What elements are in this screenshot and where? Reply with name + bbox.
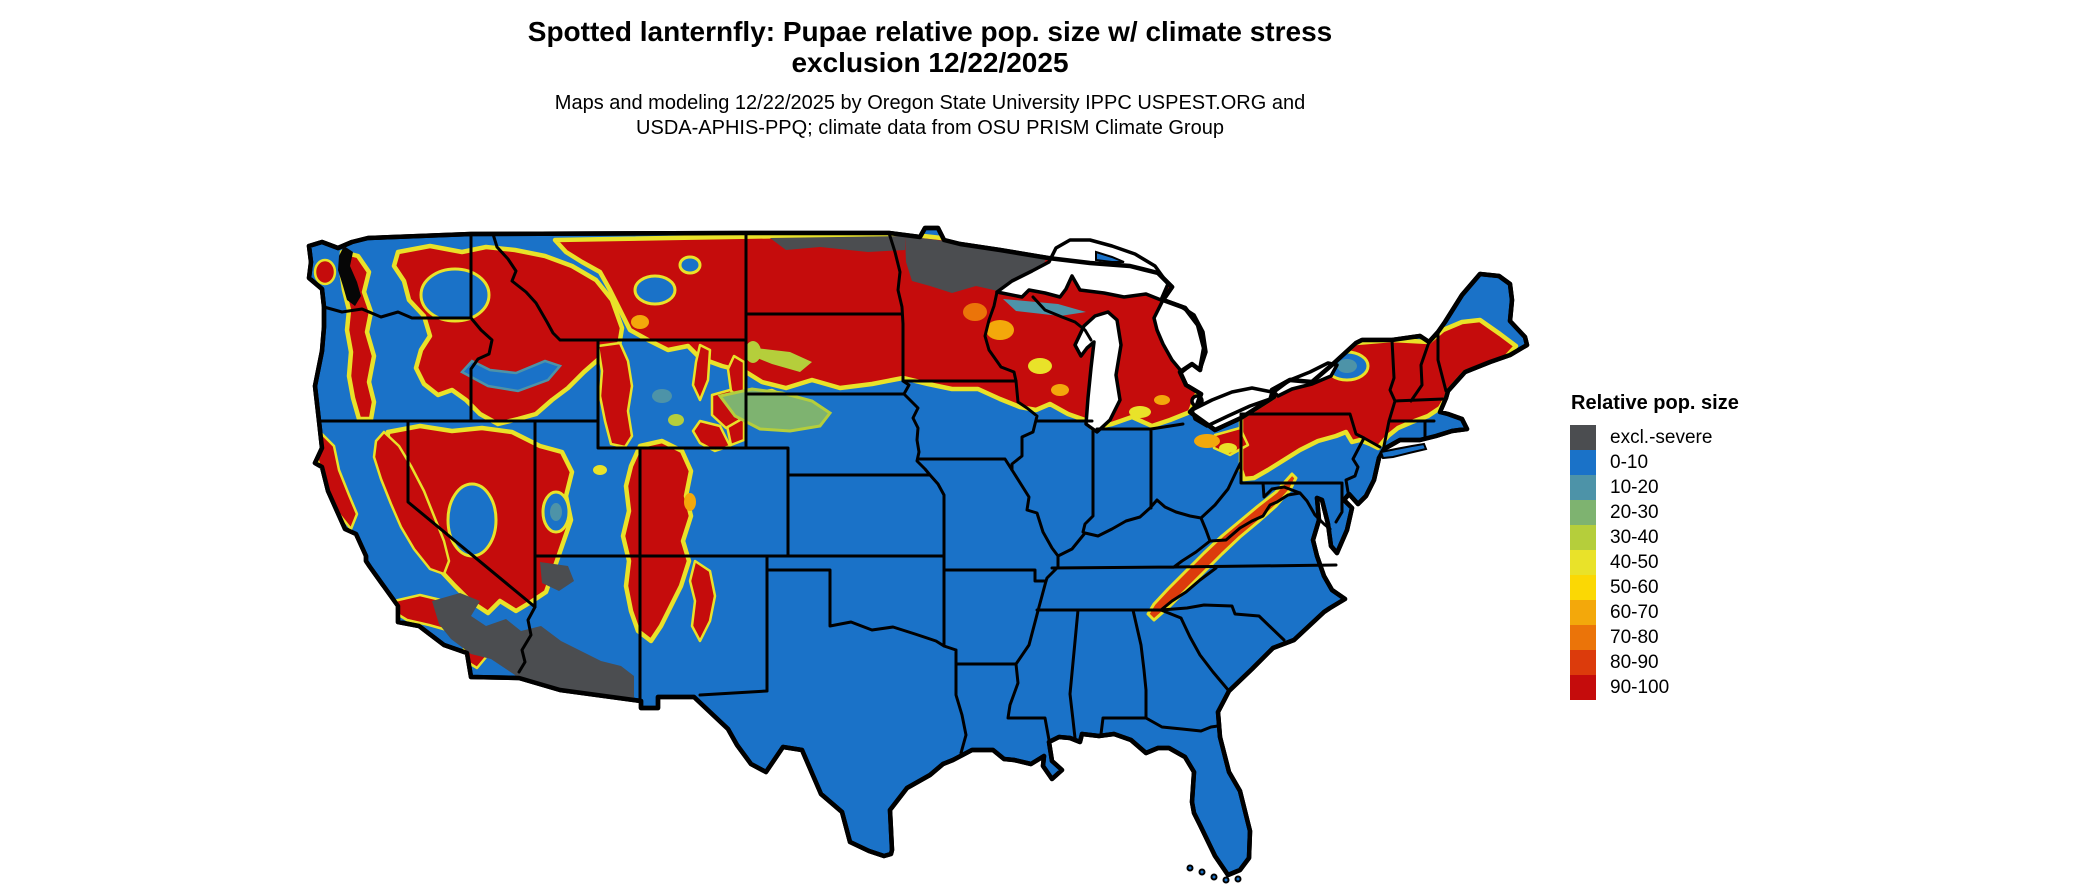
raster-green-wyoming: [668, 414, 684, 426]
state-borders-west: [317, 231, 1048, 755]
legend-item: 0-10: [1570, 450, 1900, 475]
raster-gray-nw-arizona: [540, 562, 574, 591]
legend-item: 40-50: [1570, 550, 1900, 575]
legend-item: 10-20: [1570, 475, 1900, 500]
legend-item: 70-80: [1570, 625, 1900, 650]
figure-header: Spotted lanternfly: Pupae relative pop. …: [40, 16, 1820, 141]
isle-royale: [1095, 250, 1125, 263]
legend: Relative pop. size excl.-severe 0-10 10-20…: [1570, 392, 1900, 700]
raster-teal-adirondacks: [1337, 359, 1357, 373]
raster-orange-minnesota-2: [986, 320, 1014, 340]
legend-label: 90-100: [1610, 676, 1670, 698]
legend-items: excl.-severe 0-10 10-20 20-30 30-40 40-50 50-6…: [1570, 425, 1900, 700]
raster-red-olympics: [313, 258, 337, 286]
raster-blue-montana-valley: [678, 255, 702, 275]
lake-michigan: [1073, 310, 1123, 434]
raster-orange-erie-shore: [1194, 434, 1220, 448]
legend-item: 50-60: [1570, 575, 1900, 600]
legend-item: 80-90: [1570, 650, 1900, 675]
raster-orange-minnesota: [963, 303, 987, 321]
legend-swatch-b40: [1570, 550, 1596, 575]
raster-orange-montana-front: [631, 315, 649, 329]
title-line-2: exclusion 12/22/2025: [791, 47, 1069, 78]
raster-gray-north-minnesota: [905, 236, 1046, 293]
florida-keys: [1186, 864, 1242, 884]
raster-blue-columbia-basin: [419, 267, 491, 323]
raster-orange-colorado-front: [684, 493, 696, 511]
raster-teal-utah: [550, 503, 562, 521]
subtitle-line-1: Maps and modeling 12/22/2025 by Oregon S…: [554, 92, 1306, 114]
raster-red-wyoming-west: [596, 341, 634, 449]
raster-blue-sw-montana: [633, 274, 677, 306]
legend-swatch-b60: [1570, 600, 1596, 625]
raster-red-sangre-de-cristo: [688, 559, 717, 643]
raster-blue-central-nevada: [446, 482, 498, 558]
legend-label: 80-90: [1610, 651, 1659, 673]
raster-blue-snake-plain: [459, 359, 563, 393]
legend-title: Relative pop. size: [1571, 392, 1739, 414]
legend-label: 70-80: [1610, 626, 1659, 648]
raster-yellow-wisconsin: [1028, 358, 1052, 374]
legend-label: 40-50: [1610, 551, 1659, 573]
raster-orange-wisconsin: [1051, 384, 1069, 396]
legend-swatch-b10: [1570, 475, 1596, 500]
figure-subtitle: Maps and modeling 12/22/2025 by Oregon S…: [40, 91, 1820, 141]
legend-label: 10-20: [1610, 476, 1659, 498]
legend-label: 30-40: [1610, 526, 1659, 548]
subtitle-line-2: USDA-APHIS-PPQ; climate data from OSU PR…: [636, 117, 1224, 139]
long-island: [1379, 442, 1428, 460]
legend-swatch-b0: [1570, 450, 1596, 475]
raster-red-bighorns: [691, 343, 712, 402]
puget-sound: [338, 246, 361, 306]
raster-green-black-hills: [745, 341, 761, 363]
state-borders-northeast: [1208, 330, 1448, 543]
raster-yellow-erie-shore: [1219, 443, 1237, 453]
raster-yellow-utah: [593, 465, 607, 475]
legend-item: 30-40: [1570, 525, 1900, 550]
legend-label: 20-30: [1610, 501, 1659, 523]
legend-label: excl.-severe: [1610, 426, 1713, 448]
legend-swatch-b90: [1570, 675, 1596, 700]
page-title: Spotted lanternfly: Pupae relative pop. …: [40, 16, 1820, 78]
legend-swatch-b50: [1570, 575, 1596, 600]
legend-item: excl.-severe: [1570, 425, 1900, 450]
state-borders-central: [983, 290, 1338, 742]
legend-item: 60-70: [1570, 600, 1900, 625]
raster-gray-arizona-desert: [432, 593, 634, 701]
raster-yellow-michigan: [1129, 406, 1151, 418]
legend-item: 90-100: [1570, 675, 1900, 700]
raster-red-laramie: [691, 419, 732, 453]
legend-swatch-b80: [1570, 650, 1596, 675]
legend-swatch-b30: [1570, 525, 1596, 550]
legend-label: 50-60: [1610, 576, 1659, 598]
raster-green-badlands: [752, 348, 812, 372]
legend-item: 20-30: [1570, 500, 1900, 525]
legend-label: 60-70: [1610, 601, 1659, 623]
raster-red-appalachians: [1146, 472, 1298, 622]
title-line-1: Spotted lanternfly: Pupae relative pop. …: [527, 16, 1333, 47]
legend-swatch-excl: [1570, 425, 1596, 450]
raster-teal-wyoming-basin: [652, 389, 672, 403]
legend-label: 0-10: [1610, 451, 1649, 473]
legend-swatch-b20: [1570, 500, 1596, 525]
legend-swatch-b70: [1570, 625, 1596, 650]
raster-orange-michigan: [1154, 395, 1170, 405]
raster-gray-north-dakota-border: [770, 236, 905, 252]
state-borders: [317, 231, 1448, 755]
